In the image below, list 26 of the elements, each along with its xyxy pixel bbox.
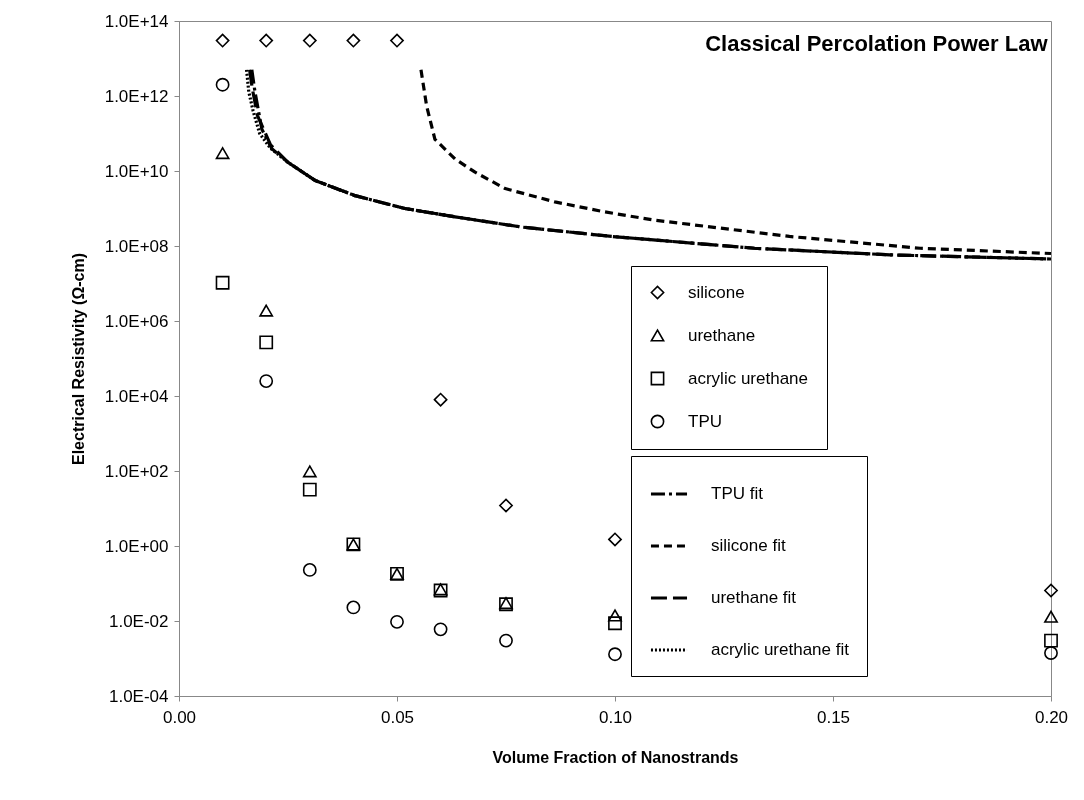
legend-label: silicone bbox=[688, 282, 745, 302]
y-tick-label: 1.0E+08 bbox=[104, 236, 169, 256]
x-tick-label: 0.15 bbox=[816, 707, 851, 727]
x-tick-label: 0.00 bbox=[162, 707, 197, 727]
legend-label: urethane fit bbox=[711, 588, 797, 607]
y-tick-label: 1.0E-04 bbox=[108, 686, 169, 706]
x-tick-label: 0.10 bbox=[598, 707, 633, 727]
legend-label: silicone fit bbox=[711, 536, 786, 555]
y-tick-label: 1.0E+00 bbox=[104, 536, 169, 556]
y-tick-label: 1.0E+14 bbox=[104, 11, 169, 31]
x-axis-title: Volume Fraction of Nanostrands bbox=[492, 748, 739, 766]
y-tick-label: 1.0E+06 bbox=[104, 311, 169, 331]
legend-label: urethane bbox=[688, 325, 756, 345]
chart-title: Classical Percolation Power Law bbox=[705, 31, 1049, 56]
y-axis-title: Electrical Resistivity (Ω-cm) bbox=[69, 252, 87, 466]
y-tick-label: 1.0E+02 bbox=[104, 461, 169, 481]
x-tick-label: 0.20 bbox=[1034, 707, 1069, 727]
legend-label: TPU fit bbox=[711, 484, 764, 503]
y-tick-label: 1.0E-02 bbox=[108, 611, 169, 631]
legend-label: acrylic urethane bbox=[688, 368, 809, 388]
x-tick-label: 0.05 bbox=[380, 707, 415, 727]
y-tick-label: 1.0E+10 bbox=[104, 161, 169, 181]
legend-label: acrylic urethane fit bbox=[711, 640, 850, 659]
y-tick-label: 1.0E+04 bbox=[104, 386, 169, 406]
y-tick-label: 1.0E+12 bbox=[104, 86, 169, 106]
legend-label: TPU bbox=[688, 411, 722, 431]
